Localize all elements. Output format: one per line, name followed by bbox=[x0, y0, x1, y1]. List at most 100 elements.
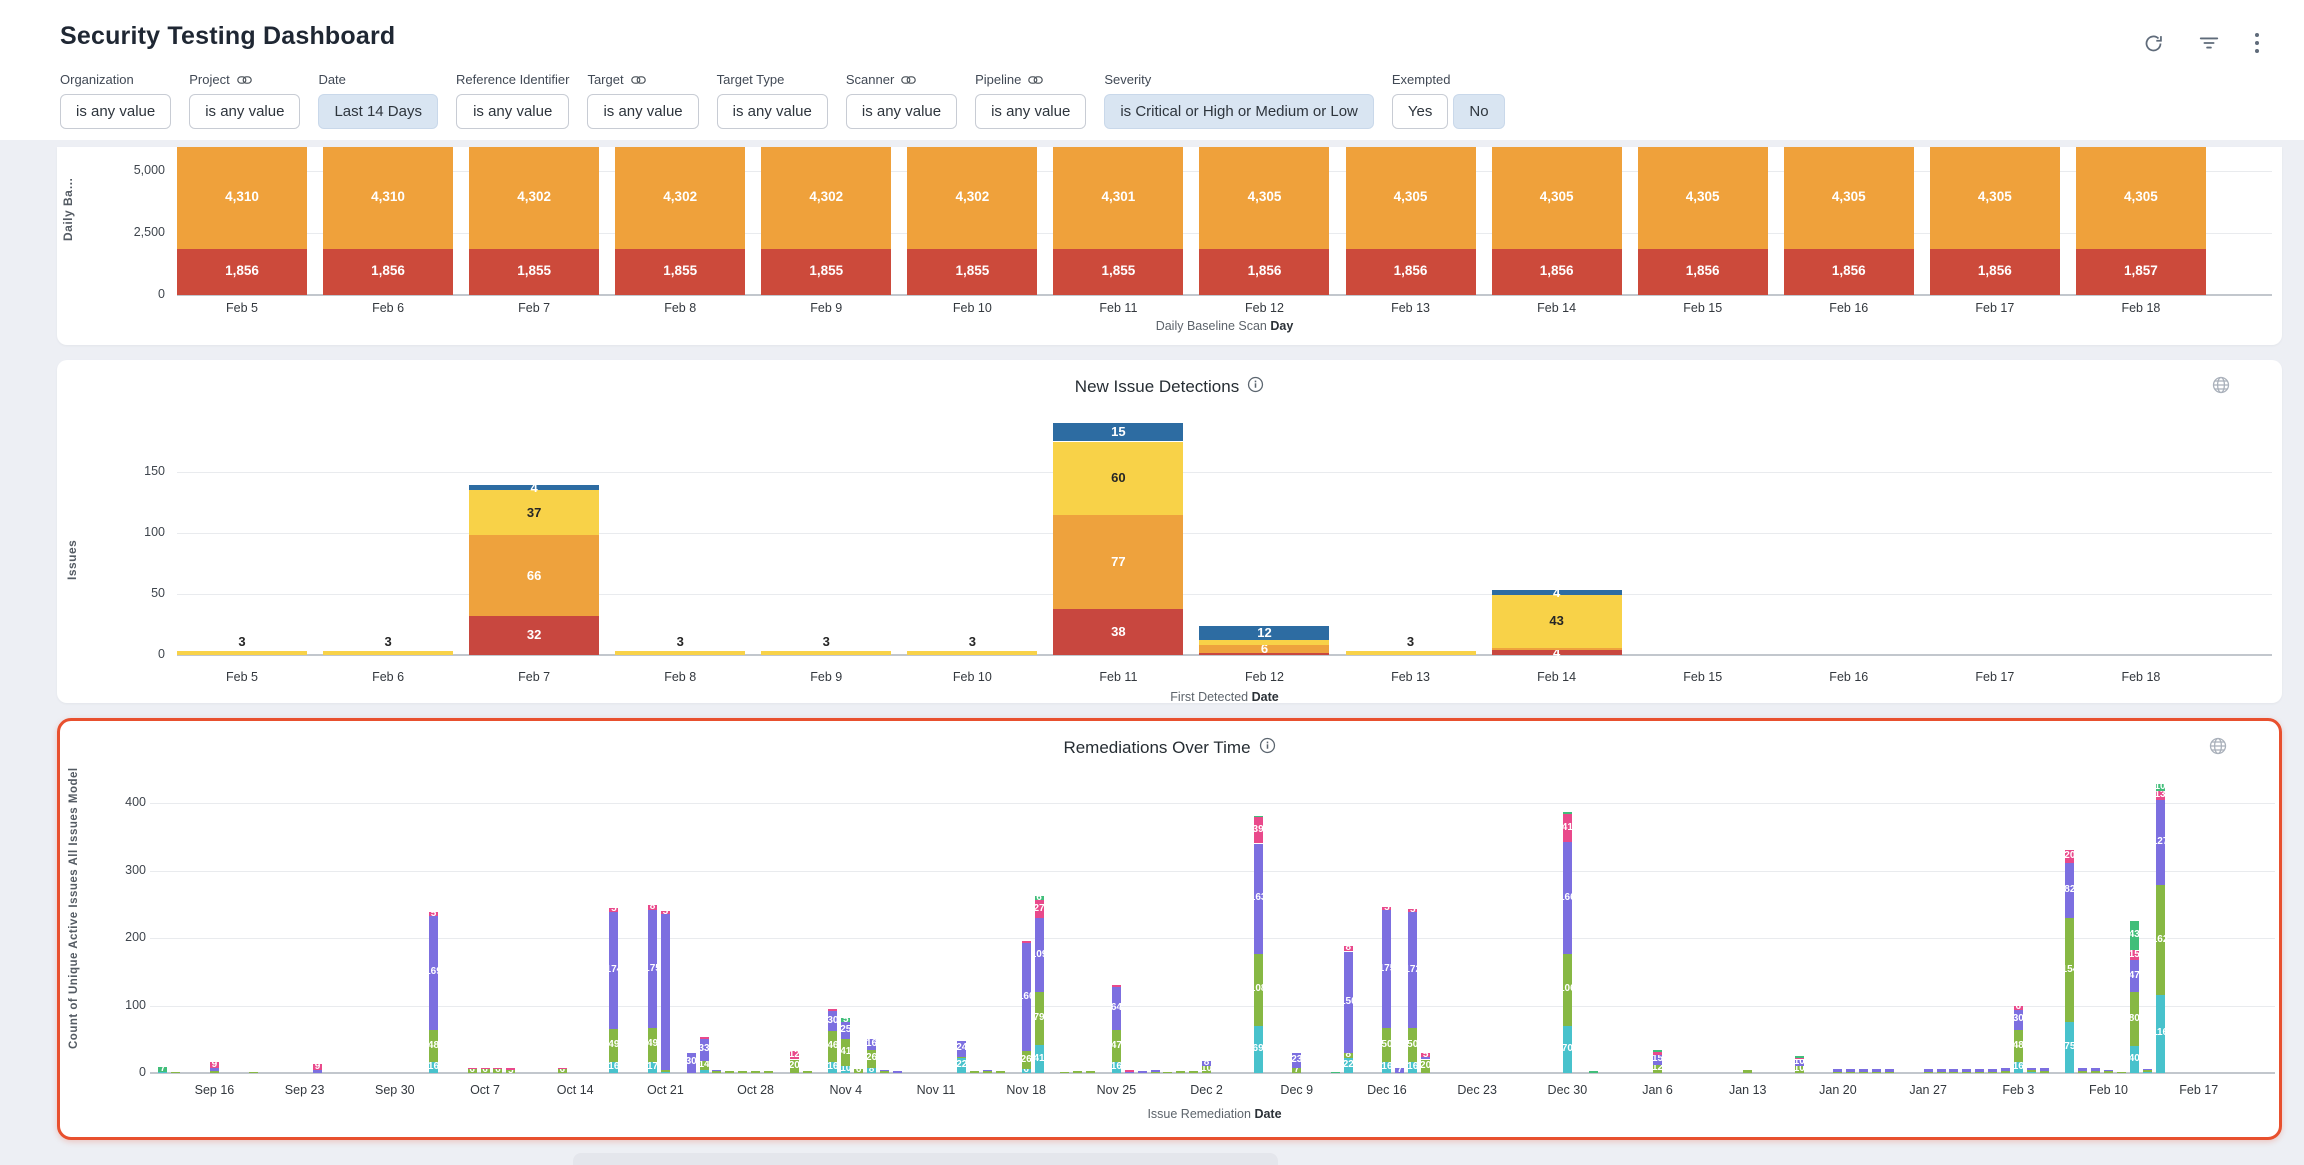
bar-segment-purple[interactable] bbox=[1111, 987, 1121, 1031]
bar-segment-olive[interactable] bbox=[2129, 992, 2139, 1046]
bar-segment-purple[interactable] bbox=[2065, 863, 2075, 919]
bar-segment-olive[interactable] bbox=[2155, 885, 2165, 995]
bar-segment-green[interactable] bbox=[1588, 1070, 1598, 1073]
bar-segment-purple[interactable] bbox=[2000, 1068, 2010, 1071]
bar-segment-purple[interactable] bbox=[313, 1070, 322, 1073]
info-icon[interactable] bbox=[1259, 737, 1276, 759]
bar-segment-olive[interactable] bbox=[209, 1070, 219, 1073]
bar-segment-purple[interactable] bbox=[2142, 1068, 2152, 1071]
bar-segment-teal[interactable] bbox=[1021, 1068, 1031, 1073]
bar-segment-teal[interactable] bbox=[1382, 1062, 1392, 1073]
bar-segment-green[interactable] bbox=[1653, 1050, 1663, 1053]
bar-segment-low[interactable] bbox=[1053, 423, 1184, 442]
bar-segment-medium-low-top[interactable] bbox=[1929, 147, 2060, 249]
bar-segment-olive[interactable] bbox=[1253, 953, 1263, 1027]
bar-segment-high[interactable] bbox=[1053, 514, 1184, 609]
filter-value-target-type[interactable]: is any value bbox=[716, 94, 828, 129]
bar-segment-purple[interactable] bbox=[1343, 951, 1353, 1053]
bar-segment-purple[interactable] bbox=[2039, 1068, 2049, 1071]
bar-segment-purple[interactable] bbox=[1949, 1068, 1959, 1072]
bar-segment-olive[interactable] bbox=[2039, 1070, 2049, 1073]
bar-segment-pink[interactable] bbox=[1653, 1052, 1663, 1055]
bar-segment-olive[interactable] bbox=[480, 1068, 490, 1073]
bar-segment-pink[interactable] bbox=[648, 904, 657, 911]
bar-segment-medium[interactable] bbox=[1199, 640, 1330, 646]
bar-segment-olive[interactable] bbox=[1189, 1070, 1199, 1073]
bar-segment-olive[interactable] bbox=[1562, 954, 1572, 1026]
bar-segment-high[interactable] bbox=[469, 535, 600, 616]
bar-segment-critical-high-bottom[interactable] bbox=[1637, 248, 1768, 295]
bar-segment-high[interactable] bbox=[1199, 645, 1330, 653]
bar-segment-purple[interactable] bbox=[892, 1070, 902, 1073]
bar-segment-olive[interactable] bbox=[2065, 918, 2075, 1023]
bar-segment-purple[interactable] bbox=[957, 1040, 967, 1057]
bar-segment-green[interactable] bbox=[2155, 784, 2165, 791]
bar-segment-olive[interactable] bbox=[1408, 1028, 1418, 1063]
bar-segment-pink[interactable] bbox=[2129, 950, 2139, 961]
bar-segment-olive[interactable] bbox=[1846, 1071, 1856, 1073]
bar-segment-medium-low-top[interactable] bbox=[1637, 147, 1768, 249]
bar-segment-teal[interactable] bbox=[2142, 1071, 2152, 1073]
bar-segment-olive[interactable] bbox=[1176, 1070, 1186, 1073]
bar-segment-pink[interactable] bbox=[2065, 849, 2075, 864]
bar-segment-olive[interactable] bbox=[506, 1069, 516, 1073]
bar-segment-green[interactable] bbox=[1794, 1056, 1804, 1059]
bar-segment-low[interactable] bbox=[1199, 625, 1330, 641]
bar-segment-olive[interactable] bbox=[493, 1068, 503, 1073]
bar-segment-critical-high-bottom[interactable] bbox=[1491, 248, 1622, 295]
bar-segment-critical-high-bottom[interactable] bbox=[907, 248, 1038, 295]
bar-segment-critical-high-bottom[interactable] bbox=[615, 248, 746, 295]
bar-segment-purple[interactable] bbox=[1395, 1068, 1405, 1073]
bar-segment-olive[interactable] bbox=[789, 1059, 799, 1073]
bar-segment-olive[interactable] bbox=[248, 1071, 258, 1073]
bar-segment-low[interactable] bbox=[469, 485, 600, 491]
bar-segment-purple[interactable] bbox=[1936, 1068, 1946, 1072]
bar-segment-pink[interactable] bbox=[699, 1036, 709, 1039]
bar-segment-olive[interactable] bbox=[1034, 992, 1044, 1046]
bar-segment-olive[interactable] bbox=[1073, 1070, 1083, 1073]
bar-segment-pink[interactable] bbox=[1253, 817, 1263, 844]
bar-segment-olive[interactable] bbox=[1794, 1066, 1804, 1073]
bar-segment-teal[interactable] bbox=[648, 1061, 657, 1073]
filter-value-reference-identifier[interactable]: is any value bbox=[455, 94, 570, 129]
bar-segment-teal[interactable] bbox=[1034, 1045, 1044, 1073]
bar-segment-purple[interactable] bbox=[1292, 1052, 1302, 1069]
bar-segment-olive[interactable] bbox=[1150, 1071, 1160, 1073]
bar-segment-pink[interactable] bbox=[828, 1008, 838, 1011]
bar-segment-purple[interactable] bbox=[1794, 1059, 1804, 1067]
bar-segment-pink[interactable] bbox=[660, 911, 670, 915]
bar-segment-teal[interactable] bbox=[841, 1066, 851, 1073]
bar-segment-olive[interactable] bbox=[828, 1031, 838, 1063]
bar-segment-purple[interactable] bbox=[609, 911, 619, 1030]
bar-segment-high[interactable] bbox=[1491, 647, 1622, 651]
bar-segment-olive[interactable] bbox=[1859, 1071, 1869, 1073]
globe-icon[interactable] bbox=[2208, 372, 2234, 401]
bar-segment-olive[interactable] bbox=[1833, 1071, 1843, 1073]
bar-segment-teal[interactable] bbox=[2026, 1071, 2036, 1073]
bar-segment-medium-low-top[interactable] bbox=[1199, 147, 1330, 249]
bar-segment-pink[interactable] bbox=[609, 908, 619, 912]
bar-segment-olive[interactable] bbox=[2000, 1070, 2010, 1073]
bar-segment-purple[interactable] bbox=[1975, 1068, 1985, 1072]
bar-segment-purple[interactable] bbox=[983, 1069, 993, 1071]
bar-segment-purple[interactable] bbox=[1150, 1070, 1160, 1072]
bar-segment-pink[interactable] bbox=[1408, 908, 1418, 913]
bar-segment-purple[interactable] bbox=[686, 1052, 696, 1073]
bar-segment-critical-high-bottom[interactable] bbox=[1199, 248, 1330, 295]
bar-segment-teal[interactable] bbox=[1111, 1062, 1121, 1073]
bar-segment-olive[interactable] bbox=[1421, 1059, 1431, 1073]
bar-segment-purple[interactable] bbox=[867, 1039, 877, 1051]
bar-segment-purple[interactable] bbox=[2026, 1067, 2036, 1070]
bar-segment-purple[interactable] bbox=[879, 1069, 889, 1071]
bar-segment-purple[interactable] bbox=[2078, 1068, 2088, 1071]
bar-segment-olive[interactable] bbox=[1988, 1071, 1998, 1073]
bar-segment-pink[interactable] bbox=[1382, 906, 1392, 911]
bar-segment-olive[interactable] bbox=[1382, 1028, 1392, 1063]
bar-segment-pink[interactable] bbox=[1343, 946, 1353, 952]
bar-segment-olive[interactable] bbox=[467, 1068, 477, 1073]
bar-segment-olive[interactable] bbox=[879, 1070, 889, 1073]
bar-segment-olive[interactable] bbox=[648, 1028, 657, 1062]
bar-segment-purple[interactable] bbox=[660, 914, 670, 1070]
bar-segment-pink[interactable] bbox=[467, 1067, 477, 1069]
bar-segment-pink[interactable] bbox=[209, 1062, 219, 1069]
